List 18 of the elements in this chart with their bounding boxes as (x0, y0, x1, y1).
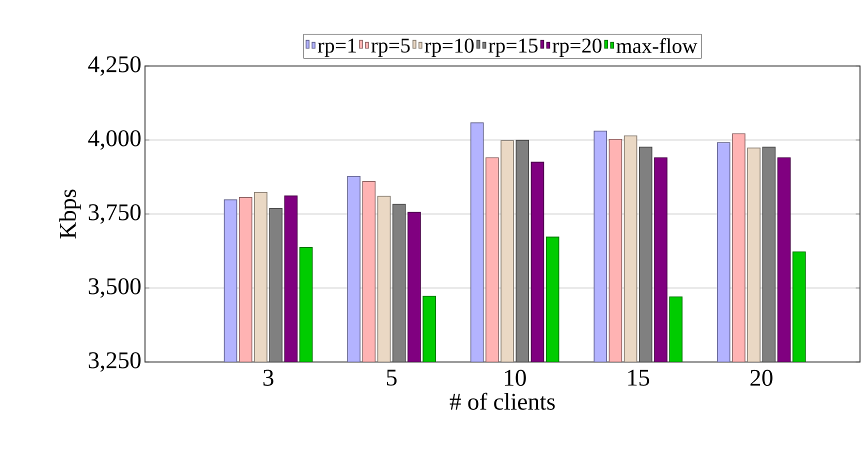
x-tick-label: 10 (504, 370, 526, 386)
y-tick-label: 4,000 (88, 130, 141, 150)
x-tick-label: 5 (386, 370, 397, 386)
y-tick-label: 3,250 (88, 352, 141, 372)
y-tick-label: 3,750 (88, 204, 141, 224)
legend-label: rp=1 (318, 38, 356, 57)
legend-label: rp=15 (488, 38, 538, 57)
legend-label: max-flow (616, 38, 698, 54)
y-axis-title: Kbps (59, 190, 81, 239)
legend-label: rp=5 (371, 38, 410, 57)
x-tick-label: 3 (263, 370, 274, 386)
legend-label: rp=20 (552, 38, 602, 57)
x-axis-title: # of clients (450, 392, 555, 410)
x-tick-label: 15 (628, 370, 650, 386)
x-tick-label: 20 (750, 370, 772, 386)
y-tick-label: 3,500 (88, 278, 141, 298)
legend-label: rp=10 (424, 38, 474, 57)
y-tick-label: 4,250 (88, 56, 141, 76)
